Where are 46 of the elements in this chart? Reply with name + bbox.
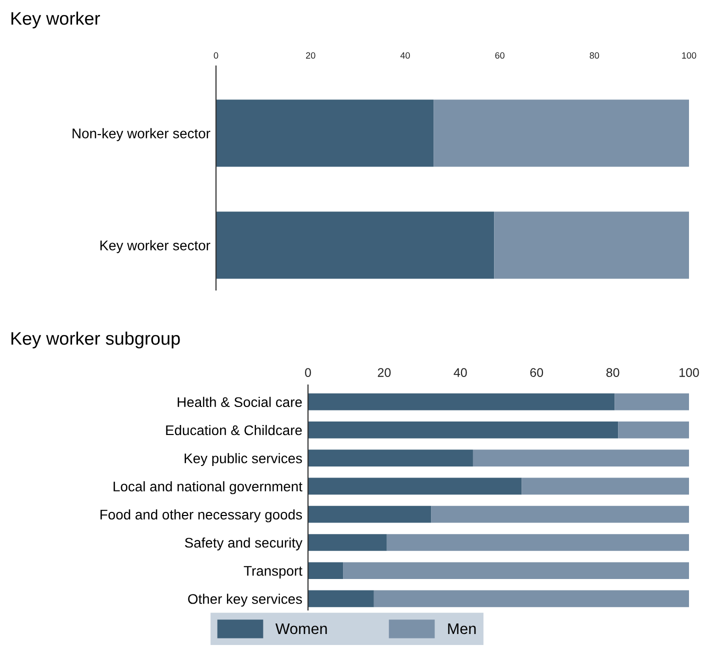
x-tick-label: 60	[530, 368, 544, 377]
bar	[386, 534, 689, 551]
y-tick-label: Safety and security	[184, 537, 302, 550]
bar	[343, 562, 689, 580]
bar	[308, 422, 618, 438]
bar	[431, 506, 689, 523]
legend-label: Women	[275, 623, 327, 634]
bar	[308, 562, 344, 580]
y-tick-label: Health & Social care	[178, 396, 302, 408]
x-tick-label: 20	[378, 368, 391, 377]
y-tick-label: Education & Childcare	[166, 424, 302, 436]
y-tick-label: Other key services	[188, 594, 302, 607]
bar	[308, 590, 374, 608]
bar	[216, 100, 434, 167]
y-tick-label: Key public services	[184, 453, 302, 466]
y-tick-label: Local and national government	[114, 481, 302, 494]
bar	[618, 422, 689, 438]
bar	[614, 393, 689, 410]
x-tick-label: 40	[454, 368, 467, 377]
legend-label: Men	[448, 623, 476, 634]
x-tick-label: 100	[680, 368, 699, 377]
bar	[374, 590, 689, 608]
bar	[522, 478, 689, 495]
x-tick-label: 0	[305, 368, 311, 377]
x-tick-label: 0	[214, 52, 218, 59]
text: Key worker subgroup	[11, 332, 180, 348]
x-tick-label: 80	[590, 52, 600, 59]
x-tick-label: 60	[495, 52, 504, 59]
y-tick-label: Transport	[244, 566, 302, 579]
y-tick-label: Food and other necessary goods	[100, 509, 302, 522]
bar	[216, 212, 494, 279]
bar	[308, 450, 473, 467]
bar	[308, 478, 522, 495]
bar	[308, 393, 615, 410]
bar	[434, 100, 689, 167]
text: Key worker	[11, 12, 100, 28]
bar	[494, 212, 689, 279]
y-tick-label: Key worker sector	[100, 240, 210, 254]
x-tick-label: 40	[400, 52, 410, 59]
x-tick-label: 100	[682, 52, 696, 59]
bar	[472, 450, 689, 467]
x-tick-label: 20	[306, 52, 316, 59]
y-tick-label: Non-key worker sector	[72, 128, 210, 142]
x-tick-label: 80	[606, 368, 620, 377]
bar	[308, 506, 432, 523]
bar	[308, 534, 387, 551]
